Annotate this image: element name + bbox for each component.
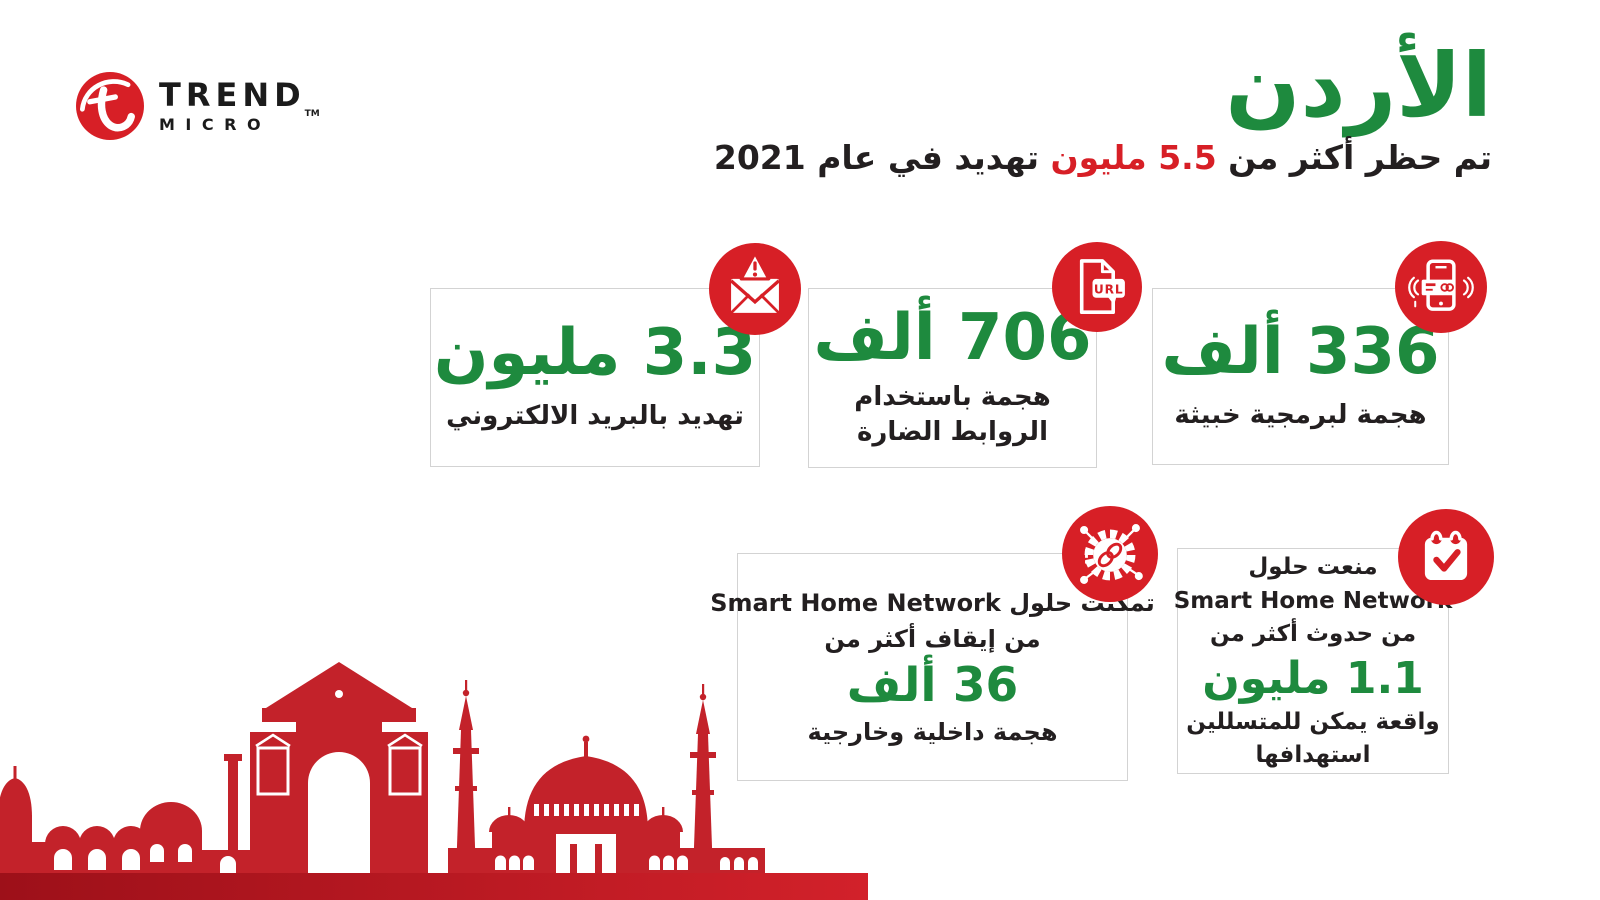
stat-intro: منعت حلول xyxy=(1248,554,1378,581)
brand-name-trend: TREND xyxy=(159,76,306,114)
stat-card-shn-events: منعت حلول Smart Home Network من حدوث أكث… xyxy=(1174,509,1494,774)
stat-intro: تمكنت حلول Smart Home Network xyxy=(710,588,1155,617)
page-subtitle: تم حظر أكثر من 5.5 مليون تهديد في عام 20… xyxy=(714,138,1492,177)
email-warning-icon xyxy=(709,243,801,335)
subtitle-suffix: تهديد في عام 2021 xyxy=(713,138,1051,178)
brand-name-micro: MICRO xyxy=(159,115,272,134)
amman-skyline-silhouette xyxy=(0,662,868,900)
url-badge-text: URL xyxy=(1094,282,1124,296)
stat-card-url-attacks: URL 706 ألف هجمة باستخدام الروابط الضارة xyxy=(808,242,1142,468)
stat-value: 336 ألف xyxy=(1161,314,1440,389)
calendar-check-icon xyxy=(1398,509,1494,605)
stat-label: واقعة يمكن للمتسللين استهدافها xyxy=(1186,709,1440,768)
stat-intro: Smart Home Network xyxy=(1173,587,1453,614)
mobile-attack-icon xyxy=(1395,241,1487,333)
stat-value: 3.3 مليون xyxy=(433,315,757,390)
stat-label: تهديد بالبريد الالكتروني xyxy=(446,400,744,431)
stat-intro: من حدوث أكثر من xyxy=(1209,620,1417,647)
trademark-symbol: TM xyxy=(304,109,320,119)
stat-label: هجمة باستخدام الروابط الضارة xyxy=(854,381,1051,447)
subtitle-highlight: 5.5 مليون xyxy=(1050,138,1217,178)
subtitle-prefix: تم حظر أكثر من xyxy=(1216,138,1492,178)
stat-value: 36 ألف xyxy=(846,657,1019,713)
headline-block: الأردن تم حظر أكثر من 5.5 مليون تهديد في… xyxy=(714,34,1492,177)
stat-value: 1.1 مليون xyxy=(1202,653,1424,705)
url-document-icon: URL xyxy=(1052,242,1142,332)
gear-network-icon xyxy=(1062,506,1158,602)
stat-label: هجمة لبرمجية خبيثة xyxy=(1174,399,1427,430)
stat-card-email-threats: 3.3 مليون تهديد بالبريد الالكتروني xyxy=(430,243,801,467)
stat-intro: من إيقاف أكثر من xyxy=(824,624,1041,653)
stat-card-malware-attacks: 336 ألف هجمة لبرمجية خبيثة xyxy=(1152,241,1487,465)
trendmicro-wordmark: TREND MICRO TM xyxy=(159,76,320,134)
stat-label: هجمة داخلية وخارجية xyxy=(807,717,1058,746)
trendmicro-ball-icon xyxy=(76,72,144,140)
trendmicro-logo: TREND MICRO TM xyxy=(76,72,320,140)
page-title: الأردن xyxy=(1225,34,1492,137)
stat-value: 706 ألف xyxy=(813,300,1092,375)
stat-card-shn-attacks: تمكنت حلول Smart Home Network من إيقاف أ… xyxy=(710,506,1158,781)
